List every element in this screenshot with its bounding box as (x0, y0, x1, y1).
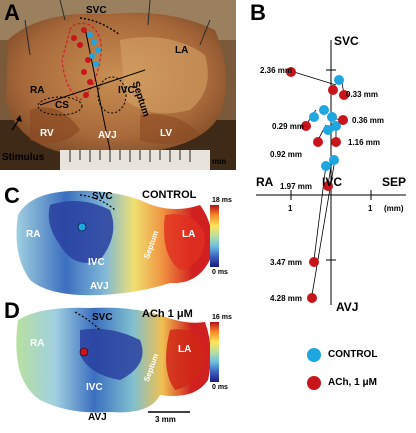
photo-lv-label: LV (160, 128, 173, 139)
shift-label: 2.36 mm (260, 66, 293, 75)
map-d-svc-label: SVC (92, 312, 113, 323)
plot-unit-label: (mm) (384, 204, 404, 213)
shift-label: 0.29 mm (272, 122, 305, 131)
photo-stimulus-label: Stimulus (2, 152, 45, 163)
legend-control-dot (307, 348, 321, 362)
map-d-la-label: LA (178, 344, 192, 355)
plot-ivc-label: IVC (322, 175, 343, 189)
map-c-ivc-label: IVC (88, 257, 105, 268)
photo-cs-label: CS (55, 100, 69, 111)
panel-d-letter: D (4, 298, 20, 323)
map-c-avj-label: AVJ (90, 281, 109, 292)
panel-b-letter: B (250, 0, 266, 25)
pacemaker-shift-diagram (256, 40, 406, 390)
photo-la-label: LA (175, 45, 189, 56)
photo-ra-label: RA (30, 85, 45, 96)
panel-c-map: C SVC CONTROL RA IVC Septum LA AVJ 18 ms… (0, 183, 236, 300)
photo-ivc-label: IVC (118, 85, 135, 96)
panel-b-plot: B SVC RA IVC SEP AVJ 1 1 (mm) 2.36 mm 0.… (236, 0, 416, 428)
pacemaker-site-dots (71, 27, 101, 98)
map-d-ivc-label: IVC (86, 382, 103, 393)
map-c-la-label: LA (182, 229, 196, 240)
plot-tick-left: 1 (288, 204, 293, 213)
map-d-colorbar (210, 322, 219, 382)
map-c-scale-max: 18 ms (212, 197, 232, 204)
shift-label: 1.16 mm (348, 138, 381, 147)
panel-c-letter: C (4, 183, 20, 208)
map-c-scale-min: 0 ms (212, 269, 228, 276)
panel-a-photo: A SVC LA Septum RA IVC CS RV AVJ LV Stim… (0, 0, 236, 170)
panel-d-map: D SVC ACh 1 μM RA IVC Septum LA AVJ 3 mm… (0, 298, 236, 428)
photo-mm-label: mm (212, 157, 227, 166)
map-c-svc-label: SVC (92, 191, 113, 202)
plot-ra-label: RA (256, 175, 274, 189)
map-d-scale-bar: 3 mm (155, 415, 176, 424)
photo-rv-label: RV (40, 128, 54, 139)
tissue-photo (0, 0, 236, 170)
activation-map-control (16, 190, 213, 296)
shift-label: 0.36 mm (352, 116, 385, 125)
shift-label: 0.92 mm (270, 150, 303, 159)
plot-sep-label: SEP (382, 175, 407, 189)
shift-label: 4.28 mm (270, 294, 303, 303)
activation-map-ach (16, 307, 211, 413)
panel-a-letter: A (4, 0, 20, 25)
map-d-scale-max: 16 ms (212, 314, 232, 321)
map-c-condition: CONTROL (142, 189, 197, 201)
plot-svc-label: SVC (334, 34, 359, 48)
photo-avj-label: AVJ (98, 130, 117, 141)
plot-avj-label: AVJ (336, 300, 359, 314)
plot-tick-right: 1 (368, 204, 373, 213)
shift-label: 3.47 mm (270, 258, 303, 267)
map-d-avj-label: AVJ (88, 412, 107, 423)
map-d-ra-label: RA (30, 338, 45, 349)
map-c-ra-label: RA (26, 229, 41, 240)
legend-control-label: CONTROL (328, 349, 378, 360)
map-d-scale-min: 0 ms (212, 384, 228, 391)
legend-ach-label: ACh, 1 μM (328, 377, 377, 388)
photo-svc-label: SVC (86, 5, 107, 16)
legend-ach-dot (307, 376, 321, 390)
shift-label: 0.33 mm (346, 90, 379, 99)
shift-label: 1.97 mm (280, 182, 313, 191)
map-c-colorbar (210, 205, 219, 267)
map-d-condition: ACh 1 μM (142, 308, 193, 320)
